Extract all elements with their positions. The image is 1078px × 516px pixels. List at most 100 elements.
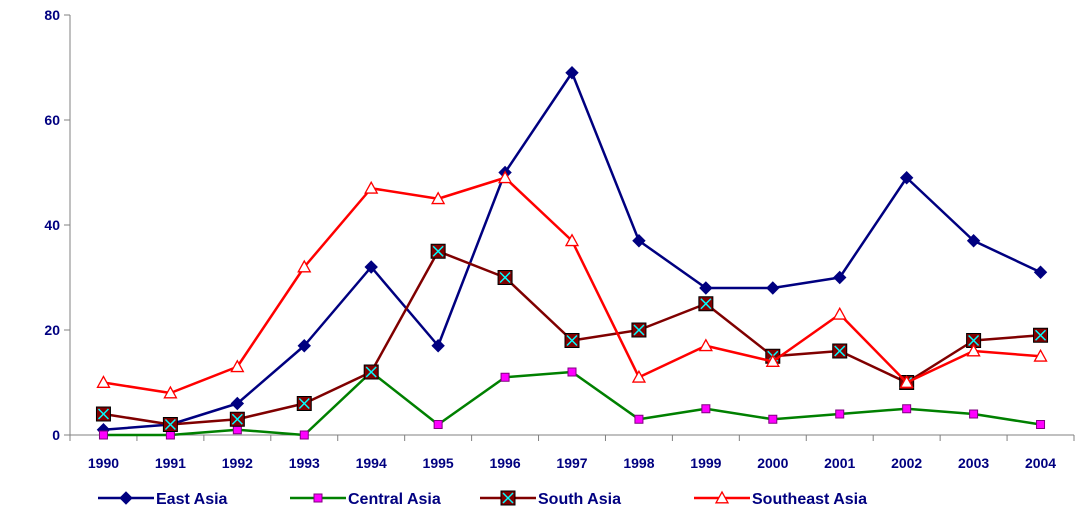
data-point-marker [98, 430, 108, 440]
data-point-marker [564, 233, 580, 247]
triangle-marker [96, 375, 111, 388]
x-mark-stroke [1035, 329, 1047, 341]
y-tick-label: 0 [52, 427, 60, 443]
triangle-marker [230, 359, 245, 373]
legend-item: East Asia [98, 491, 228, 508]
x-mark-stroke [968, 334, 980, 347]
diamond-marker [1033, 265, 1048, 279]
data-point-marker [497, 270, 513, 285]
square-marker [634, 414, 644, 424]
data-point-marker [714, 490, 730, 504]
data-point-marker [565, 66, 579, 80]
data-point-marker [833, 270, 847, 285]
x-mark-stroke [432, 245, 444, 257]
data-point-marker [163, 385, 178, 399]
data-point-marker [313, 493, 323, 503]
legend-label: Southeast Asia [752, 491, 867, 508]
triangle-marker [497, 170, 513, 184]
data-point-marker [966, 343, 981, 357]
x-tick-label: 2004 [1025, 455, 1056, 471]
data-point-marker [95, 406, 111, 422]
x-tick-label: 1990 [88, 455, 119, 471]
x-mark-stroke [566, 334, 578, 347]
data-point-marker [165, 430, 175, 440]
triangle-marker [1033, 348, 1048, 362]
x-tick-label: 1994 [356, 455, 387, 471]
data-point-marker [768, 414, 778, 424]
data-point-marker [500, 490, 516, 506]
data-point-marker [119, 491, 133, 505]
diamond-marker [364, 260, 378, 274]
data-point-marker [363, 364, 379, 380]
diamond-marker [565, 66, 579, 80]
data-point-marker [433, 420, 443, 429]
diamond-marker [766, 281, 780, 295]
legend-label: East Asia [156, 491, 228, 508]
data-point-marker [835, 409, 845, 419]
triangle-marker [899, 375, 914, 388]
square-marker [969, 409, 979, 419]
data-point-marker [430, 243, 446, 259]
data-point-marker [698, 338, 713, 352]
data-point-marker [902, 404, 912, 414]
x-mark-stroke [164, 418, 176, 431]
legend-item: South Asia [480, 490, 621, 508]
data-point-marker [701, 404, 711, 414]
square-marker [500, 372, 510, 382]
data-point-marker [1036, 420, 1046, 429]
data-point-marker [899, 171, 914, 185]
square-marker [567, 367, 577, 377]
diamond-marker [297, 339, 311, 353]
data-point-marker [966, 234, 981, 248]
square-marker [313, 493, 323, 503]
y-tick-label: 40 [44, 217, 60, 233]
data-point-marker [631, 369, 647, 383]
x-mark-stroke [298, 397, 310, 410]
data-point-marker [1033, 327, 1049, 343]
x-tick-label: 1998 [623, 455, 654, 471]
triangle-marker [431, 191, 446, 205]
series-central-asia [98, 367, 1046, 440]
series-east-asia [96, 66, 1048, 437]
data-point-marker [966, 333, 982, 348]
axes: 0 20 40 60 80 1990 1991 1992 1993 1994 1995 1996 199… [44, 7, 1075, 471]
data-point-marker [431, 339, 445, 353]
series-southeast-asia [96, 170, 1048, 399]
x-tick-label: 2001 [824, 455, 855, 471]
x-mark-stroke [502, 492, 514, 504]
square-marker [701, 404, 711, 414]
data-point-marker [1033, 265, 1048, 279]
square-marker [433, 420, 443, 429]
data-point-marker [634, 414, 644, 424]
legend-item: Southeast Asia [694, 490, 867, 508]
x-tick-label: 1993 [289, 455, 320, 471]
square-marker [232, 425, 242, 435]
data-point-marker [899, 375, 914, 388]
square-marker [299, 430, 309, 440]
square-marker [768, 414, 778, 424]
x-mark-stroke [365, 366, 377, 378]
square-marker [98, 430, 108, 440]
data-point-marker [297, 339, 311, 353]
data-point-marker [631, 322, 647, 338]
x-tick-label: 1992 [222, 455, 253, 471]
diamond-marker [899, 171, 914, 185]
data-point-marker [765, 354, 780, 367]
x-tick-label: 1999 [690, 455, 721, 471]
data-point-marker [230, 396, 245, 411]
legend: East Asia Central Asia South Asia Southeast… [98, 490, 867, 508]
data-point-marker [364, 260, 378, 274]
data-point-marker [497, 170, 513, 184]
series-line [103, 176, 1041, 395]
diamond-marker [699, 281, 713, 295]
data-point-marker [832, 306, 847, 320]
triangle-marker [631, 369, 647, 383]
triangle-marker [364, 180, 379, 194]
x-tick-label: 1995 [423, 455, 454, 471]
data-point-marker [969, 409, 979, 419]
x-tick-label: 1991 [155, 455, 186, 471]
legend-label: Central Asia [348, 491, 441, 508]
x-tick-label: 2000 [757, 455, 788, 471]
triangle-marker [297, 259, 312, 273]
